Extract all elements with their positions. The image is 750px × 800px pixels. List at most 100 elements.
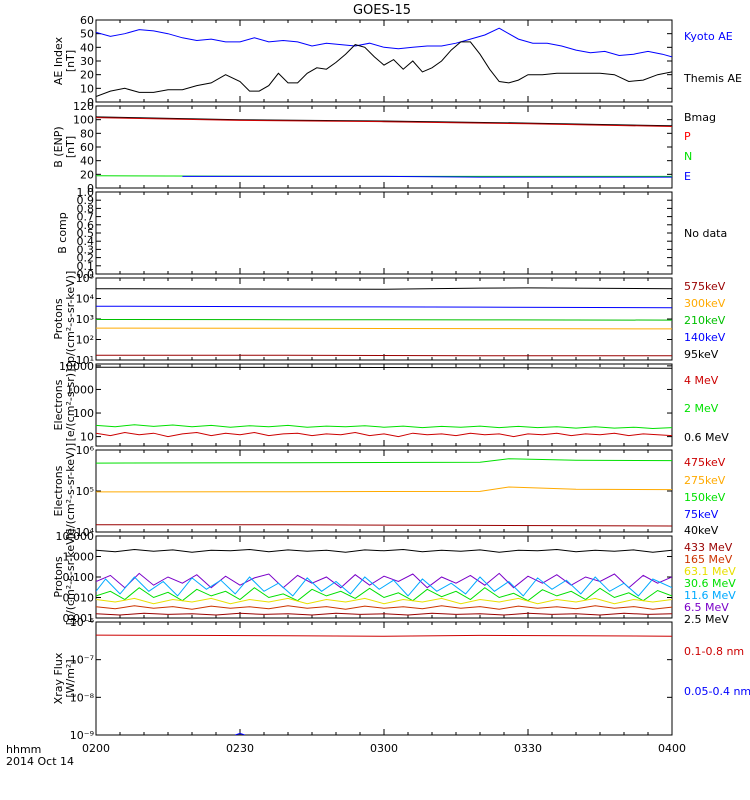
y-tick-label: 0.001 [63, 612, 95, 625]
panel-ylabel: [nT] [64, 50, 77, 72]
y-tick-label: 20 [80, 168, 94, 181]
y-tick-label: 0.100 [63, 571, 95, 584]
y-tick-label: 0.5 [77, 227, 95, 240]
panel-frame [95, 277, 673, 361]
series-line-0-6-mev [96, 366, 672, 369]
panel-ylabel: [nT] [64, 136, 77, 158]
series-group [96, 634, 672, 735]
y-tick-label: 10⁻⁸ [70, 691, 95, 704]
x-axis: 0200 0230 0300 0330 0400 [82, 742, 686, 755]
series-line-p [96, 117, 672, 127]
series-line-150kev [96, 458, 672, 464]
series-line-210kev [96, 319, 672, 321]
legend-label: 210keV [684, 314, 726, 327]
y-tick-label: 0.1 [77, 260, 95, 273]
y-tick-label: 60 [80, 14, 94, 27]
y-tick-label: 10⁶ [76, 444, 95, 457]
legend-label: N [684, 150, 692, 163]
series-line-6-5-mev [96, 572, 672, 589]
legend-label: 165 MeV [684, 553, 733, 566]
series-line-4-mev [96, 431, 672, 438]
y-tick-label: 0.9 [77, 194, 95, 207]
series-group [96, 287, 672, 357]
panel-bcomp: 0.00.10.20.30.40.50.60.70.80.91.0 B comp N… [56, 186, 727, 281]
y-tick-label: 10.000 [56, 530, 95, 543]
series-line-kyoto-ae [96, 27, 672, 58]
legend-label: 11.6 MeV [684, 589, 736, 602]
panel-frame [95, 191, 673, 275]
series-line-themis-ae [96, 41, 672, 97]
legend-label: 6.5 MeV [684, 601, 729, 614]
legend-label: E [684, 170, 691, 183]
panel-electrons_hi: 10 100 1000 10000 Electrons [e/(cm²-s-sr)] 4 M… [52, 360, 729, 447]
y-tick-label: 0 [87, 182, 94, 195]
y-tick-label: 120 [73, 100, 94, 113]
panel-frame [95, 621, 673, 736]
series-line-475kev [96, 524, 672, 527]
legend-label: Themis AE [683, 72, 742, 85]
series-line-e [182, 175, 672, 178]
y-tick-label: 0.0 [77, 268, 95, 281]
y-tick-label: 1.000 [63, 551, 95, 564]
series-line-2-mev [96, 424, 672, 430]
legend-label: 4 MeV [684, 374, 719, 387]
x-tick-label: 0200 [82, 742, 110, 755]
legend-label: 95keV [684, 348, 719, 361]
series-line-275kev [96, 486, 672, 493]
x-tick-label: 0230 [226, 742, 254, 755]
panel-protons_lo: 10¹ 10² 10³ 10⁴ 10⁵ Protons [p/(cm²-s-sr-keV)]… [52, 271, 726, 368]
legend-label: 0.6 MeV [684, 431, 729, 444]
y-tick-label: 10² [76, 334, 94, 347]
series-line-30-6-mev [96, 587, 672, 602]
y-tick-label: 40 [80, 41, 94, 54]
legend-label: 275keV [684, 474, 726, 487]
legend-label: 300keV [684, 297, 726, 310]
y-tick-label: 10⁻⁹ [70, 729, 94, 742]
y-tick-label: 10¹ [76, 354, 94, 367]
y-tick-label: 20 [80, 69, 94, 82]
series-line-11-6-mev [96, 576, 672, 597]
y-tick-label: 0.4 [77, 235, 95, 248]
y-tick-label: 100 [73, 114, 94, 127]
y-tick-label: 10⁻⁶ [70, 616, 95, 629]
panel-ylabel: B comp [56, 212, 69, 254]
panel-protons_hi: 0.001 0.010 0.100 1.000 10.000 Protons [p/(cm²… [52, 529, 736, 626]
panel-electrons_lo: 10⁴ 10⁵ 10⁶ Electrons [e/(cm²-s-sr-keV)] 475k… [52, 443, 726, 539]
footer-date: 2014 Oct 14 [6, 755, 74, 768]
legend-label: 140keV [684, 331, 726, 344]
y-tick-label: 0.3 [77, 243, 95, 256]
panel-ylabel: [p/(cm²-s-sr-keV)] [64, 271, 77, 368]
panel-ylabel: [e/(cm²-s-sr)] [64, 369, 77, 442]
figure-title: GOES-15 [353, 3, 411, 18]
legend-label: 63.1 MeV [684, 565, 736, 578]
panel-ylabel: [p/(cm²-s-sr-keV)] [64, 529, 77, 626]
series-group [96, 458, 672, 527]
legend-label: 575keV [684, 280, 726, 293]
y-tick-label: 10³ [76, 313, 94, 326]
legend-label: 150keV [684, 491, 726, 504]
y-tick-label: 0.8 [77, 202, 95, 215]
series-line-0-1-0-8-nm [96, 634, 672, 637]
y-tick-label: 30 [80, 55, 94, 68]
legend-label: 2 MeV [684, 402, 719, 415]
panel-ylabel: B (ENP) [52, 126, 65, 167]
x-tick-label: 0400 [658, 742, 686, 755]
footer-hhmm: hhmm [6, 743, 41, 756]
series-line-2-5-mev [96, 548, 672, 553]
y-tick-label: 0 [87, 96, 94, 109]
legend-label: 0.05-0.4 nm [684, 685, 750, 698]
panel-ylabel: Electrons [52, 465, 65, 516]
series-line-300kev [96, 327, 672, 330]
legend-label: Bmag [684, 111, 716, 124]
panel-xray: 10⁻⁹ 10⁻⁸ 10⁻⁷ 10⁻⁶ Xray Flux [W/m²] 0.1-0.8 n… [52, 616, 750, 742]
y-tick-label: 10⁴ [76, 293, 95, 306]
legend-label: No data [684, 227, 727, 240]
y-tick-label: 0.010 [63, 592, 95, 605]
series-group [96, 116, 672, 178]
y-tick-label: 1.0 [77, 186, 95, 199]
legend-label: 433 MeV [684, 541, 733, 554]
